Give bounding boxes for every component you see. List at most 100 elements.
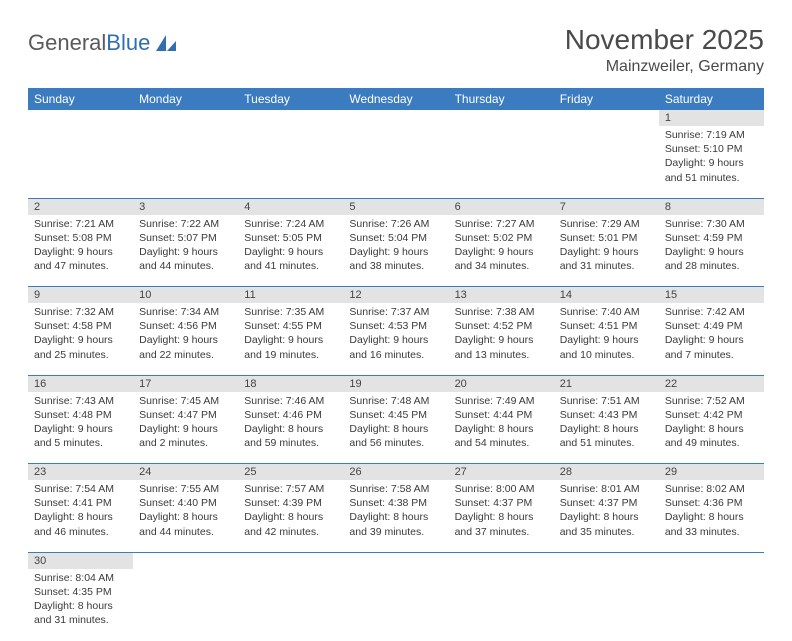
- sunrise-text: Sunrise: 7:49 AM: [455, 394, 548, 408]
- sunset-text: Sunset: 4:45 PM: [349, 408, 442, 422]
- daylight-text: Daylight: 8 hours and 42 minutes.: [244, 510, 337, 538]
- sunset-text: Sunset: 5:05 PM: [244, 231, 337, 245]
- day-detail-cell: Sunrise: 8:04 AMSunset: 4:35 PMDaylight:…: [28, 569, 133, 641]
- empty-cell: [449, 110, 554, 126]
- sunrise-text: Sunrise: 8:00 AM: [455, 482, 548, 496]
- day-detail: Sunrise: 7:52 AMSunset: 4:42 PMDaylight:…: [659, 392, 764, 455]
- day-number-cell: 17: [133, 375, 238, 392]
- sunset-text: Sunset: 4:43 PM: [560, 408, 653, 422]
- calendar-table: SundayMondayTuesdayWednesdayThursdayFrid…: [28, 88, 764, 641]
- empty-cell: [238, 110, 343, 126]
- daylight-text: Daylight: 9 hours and 19 minutes.: [244, 333, 337, 361]
- day-number-cell: 4: [238, 198, 343, 215]
- empty-cell: [554, 552, 659, 569]
- empty-cell: [238, 552, 343, 569]
- sunrise-text: Sunrise: 7:58 AM: [349, 482, 442, 496]
- day-detail-row: Sunrise: 8:04 AMSunset: 4:35 PMDaylight:…: [28, 569, 764, 641]
- daylight-text: Daylight: 9 hours and 34 minutes.: [455, 245, 548, 273]
- weekday-header: Friday: [554, 88, 659, 110]
- day-detail: Sunrise: 7:40 AMSunset: 4:51 PMDaylight:…: [554, 303, 659, 366]
- sunset-text: Sunset: 4:51 PM: [560, 319, 653, 333]
- sunset-text: Sunset: 4:44 PM: [455, 408, 548, 422]
- sunset-text: Sunset: 4:59 PM: [665, 231, 758, 245]
- sunset-text: Sunset: 5:04 PM: [349, 231, 442, 245]
- sunset-text: Sunset: 4:36 PM: [665, 496, 758, 510]
- sunset-text: Sunset: 4:48 PM: [34, 408, 127, 422]
- day-detail-cell: Sunrise: 7:49 AMSunset: 4:44 PMDaylight:…: [449, 392, 554, 464]
- day-detail-cell: Sunrise: 8:01 AMSunset: 4:37 PMDaylight:…: [554, 480, 659, 552]
- day-detail: Sunrise: 7:49 AMSunset: 4:44 PMDaylight:…: [449, 392, 554, 455]
- sunset-text: Sunset: 4:52 PM: [455, 319, 548, 333]
- day-detail-cell: Sunrise: 7:37 AMSunset: 4:53 PMDaylight:…: [343, 303, 448, 375]
- weekday-header: Thursday: [449, 88, 554, 110]
- empty-cell: [343, 126, 448, 198]
- weekday-header: Monday: [133, 88, 238, 110]
- day-detail-cell: Sunrise: 7:52 AMSunset: 4:42 PMDaylight:…: [659, 392, 764, 464]
- day-number-cell: 30: [28, 552, 133, 569]
- day-detail-row: Sunrise: 7:43 AMSunset: 4:48 PM Daylight:…: [28, 392, 764, 464]
- sunrise-text: Sunrise: 7:54 AM: [34, 482, 127, 496]
- daylight-text: Daylight: 8 hours and 54 minutes.: [455, 422, 548, 450]
- sunrise-text: Sunrise: 7:19 AM: [665, 128, 758, 142]
- sunrise-text: Sunrise: 7:45 AM: [139, 394, 232, 408]
- empty-cell: [238, 126, 343, 198]
- day-detail: Sunrise: 7:51 AMSunset: 4:43 PMDaylight:…: [554, 392, 659, 455]
- location: Mainzweiler, Germany: [565, 58, 764, 76]
- day-detail: Sunrise: 7:48 AMSunset: 4:45 PMDaylight:…: [343, 392, 448, 455]
- title-block: November 2025 Mainzweiler, Germany: [565, 24, 764, 76]
- day-detail: Sunrise: 7:22 AMSunset: 5:07 PMDaylight:…: [133, 215, 238, 278]
- calendar-page: GeneralBlue November 2025 Mainzweiler, G…: [0, 0, 792, 641]
- daylight-text: Daylight: 8 hours and 44 minutes.: [139, 510, 232, 538]
- day-detail-cell: Sunrise: 7:57 AMSunset: 4:39 PMDaylight:…: [238, 480, 343, 552]
- month-title: November 2025: [565, 24, 764, 56]
- sunset-text: Sunset: 4:37 PM: [455, 496, 548, 510]
- empty-cell: [449, 552, 554, 569]
- day-detail-cell: Sunrise: 7:42 AMSunset: 4:49 PMDaylight:…: [659, 303, 764, 375]
- day-detail: Sunrise: 7:27 AMSunset: 5:02 PMDaylight:…: [449, 215, 554, 278]
- sunrise-text: Sunrise: 7:43 AM: [34, 394, 127, 408]
- sunrise-text: Sunrise: 8:02 AM: [665, 482, 758, 496]
- day-number-cell: 29: [659, 464, 764, 481]
- empty-cell: [449, 126, 554, 198]
- sunset-text: Sunset: 4:38 PM: [349, 496, 442, 510]
- day-detail: Sunrise: 7:29 AMSunset: 5:01 PMDaylight:…: [554, 215, 659, 278]
- day-detail-row: Sunrise: 7:54 AMSunset: 4:41 PM Daylight:…: [28, 480, 764, 552]
- sunrise-text: Sunrise: 8:04 AM: [34, 571, 127, 585]
- sunset-text: Sunset: 5:10 PM: [665, 142, 758, 156]
- daylight-text: Daylight: 9 hours and 38 minutes.: [349, 245, 442, 273]
- daylight-text: Daylight: 9 hours and 16 minutes.: [349, 333, 442, 361]
- weekday-header-row: SundayMondayTuesdayWednesdayThursdayFrid…: [28, 88, 764, 110]
- empty-cell: [554, 110, 659, 126]
- day-number-row: 2345678: [28, 198, 764, 215]
- day-detail: Sunrise: 7:46 AMSunset: 4:46 PMDaylight:…: [238, 392, 343, 455]
- day-detail: Sunrise: 7:24 AMSunset: 5:05 PMDaylight:…: [238, 215, 343, 278]
- daylight-text: Daylight: 8 hours and 31 minutes.: [34, 599, 127, 627]
- sunset-text: Sunset: 4:37 PM: [560, 496, 653, 510]
- day-detail-cell: Sunrise: 7:35 AMSunset: 4:55 PMDaylight:…: [238, 303, 343, 375]
- sunset-text: Sunset: 4:39 PM: [244, 496, 337, 510]
- day-detail: Sunrise: 7:58 AMSunset: 4:38 PMDaylight:…: [343, 480, 448, 543]
- day-detail-cell: Sunrise: 7:22 AMSunset: 5:07 PMDaylight:…: [133, 215, 238, 287]
- daylight-text: Daylight: 8 hours and 35 minutes.: [560, 510, 653, 538]
- empty-cell: [133, 552, 238, 569]
- empty-cell: [659, 569, 764, 641]
- sunrise-text: Sunrise: 7:27 AM: [455, 217, 548, 231]
- empty-cell: [554, 126, 659, 198]
- empty-cell: [133, 569, 238, 641]
- sunrise-text: Sunrise: 7:34 AM: [139, 305, 232, 319]
- day-detail-cell: Sunrise: 7:32 AMSunset: 4:58 PMDaylight:…: [28, 303, 133, 375]
- sunrise-text: Sunrise: 7:24 AM: [244, 217, 337, 231]
- day-number-cell: 7: [554, 198, 659, 215]
- sunrise-text: Sunrise: 7:26 AM: [349, 217, 442, 231]
- sunset-text: Sunset: 4:41 PM: [34, 496, 127, 510]
- sunset-text: Sunset: 4:46 PM: [244, 408, 337, 422]
- day-number-cell: 13: [449, 287, 554, 304]
- day-number-row: 9101112131415: [28, 287, 764, 304]
- daylight-text: Daylight: 9 hours and 31 minutes.: [560, 245, 653, 273]
- day-detail: Sunrise: 7:45 AMSunset: 4:47 PMDaylight:…: [133, 392, 238, 455]
- daylight-text: Daylight: 9 hours and 22 minutes.: [139, 333, 232, 361]
- day-detail: Sunrise: 7:42 AMSunset: 4:49 PMDaylight:…: [659, 303, 764, 366]
- day-number-cell: 25: [238, 464, 343, 481]
- daylight-text: Daylight: 8 hours and 56 minutes.: [349, 422, 442, 450]
- day-detail: Sunrise: 7:21 AMSunset: 5:08 PMDaylight:…: [28, 215, 133, 278]
